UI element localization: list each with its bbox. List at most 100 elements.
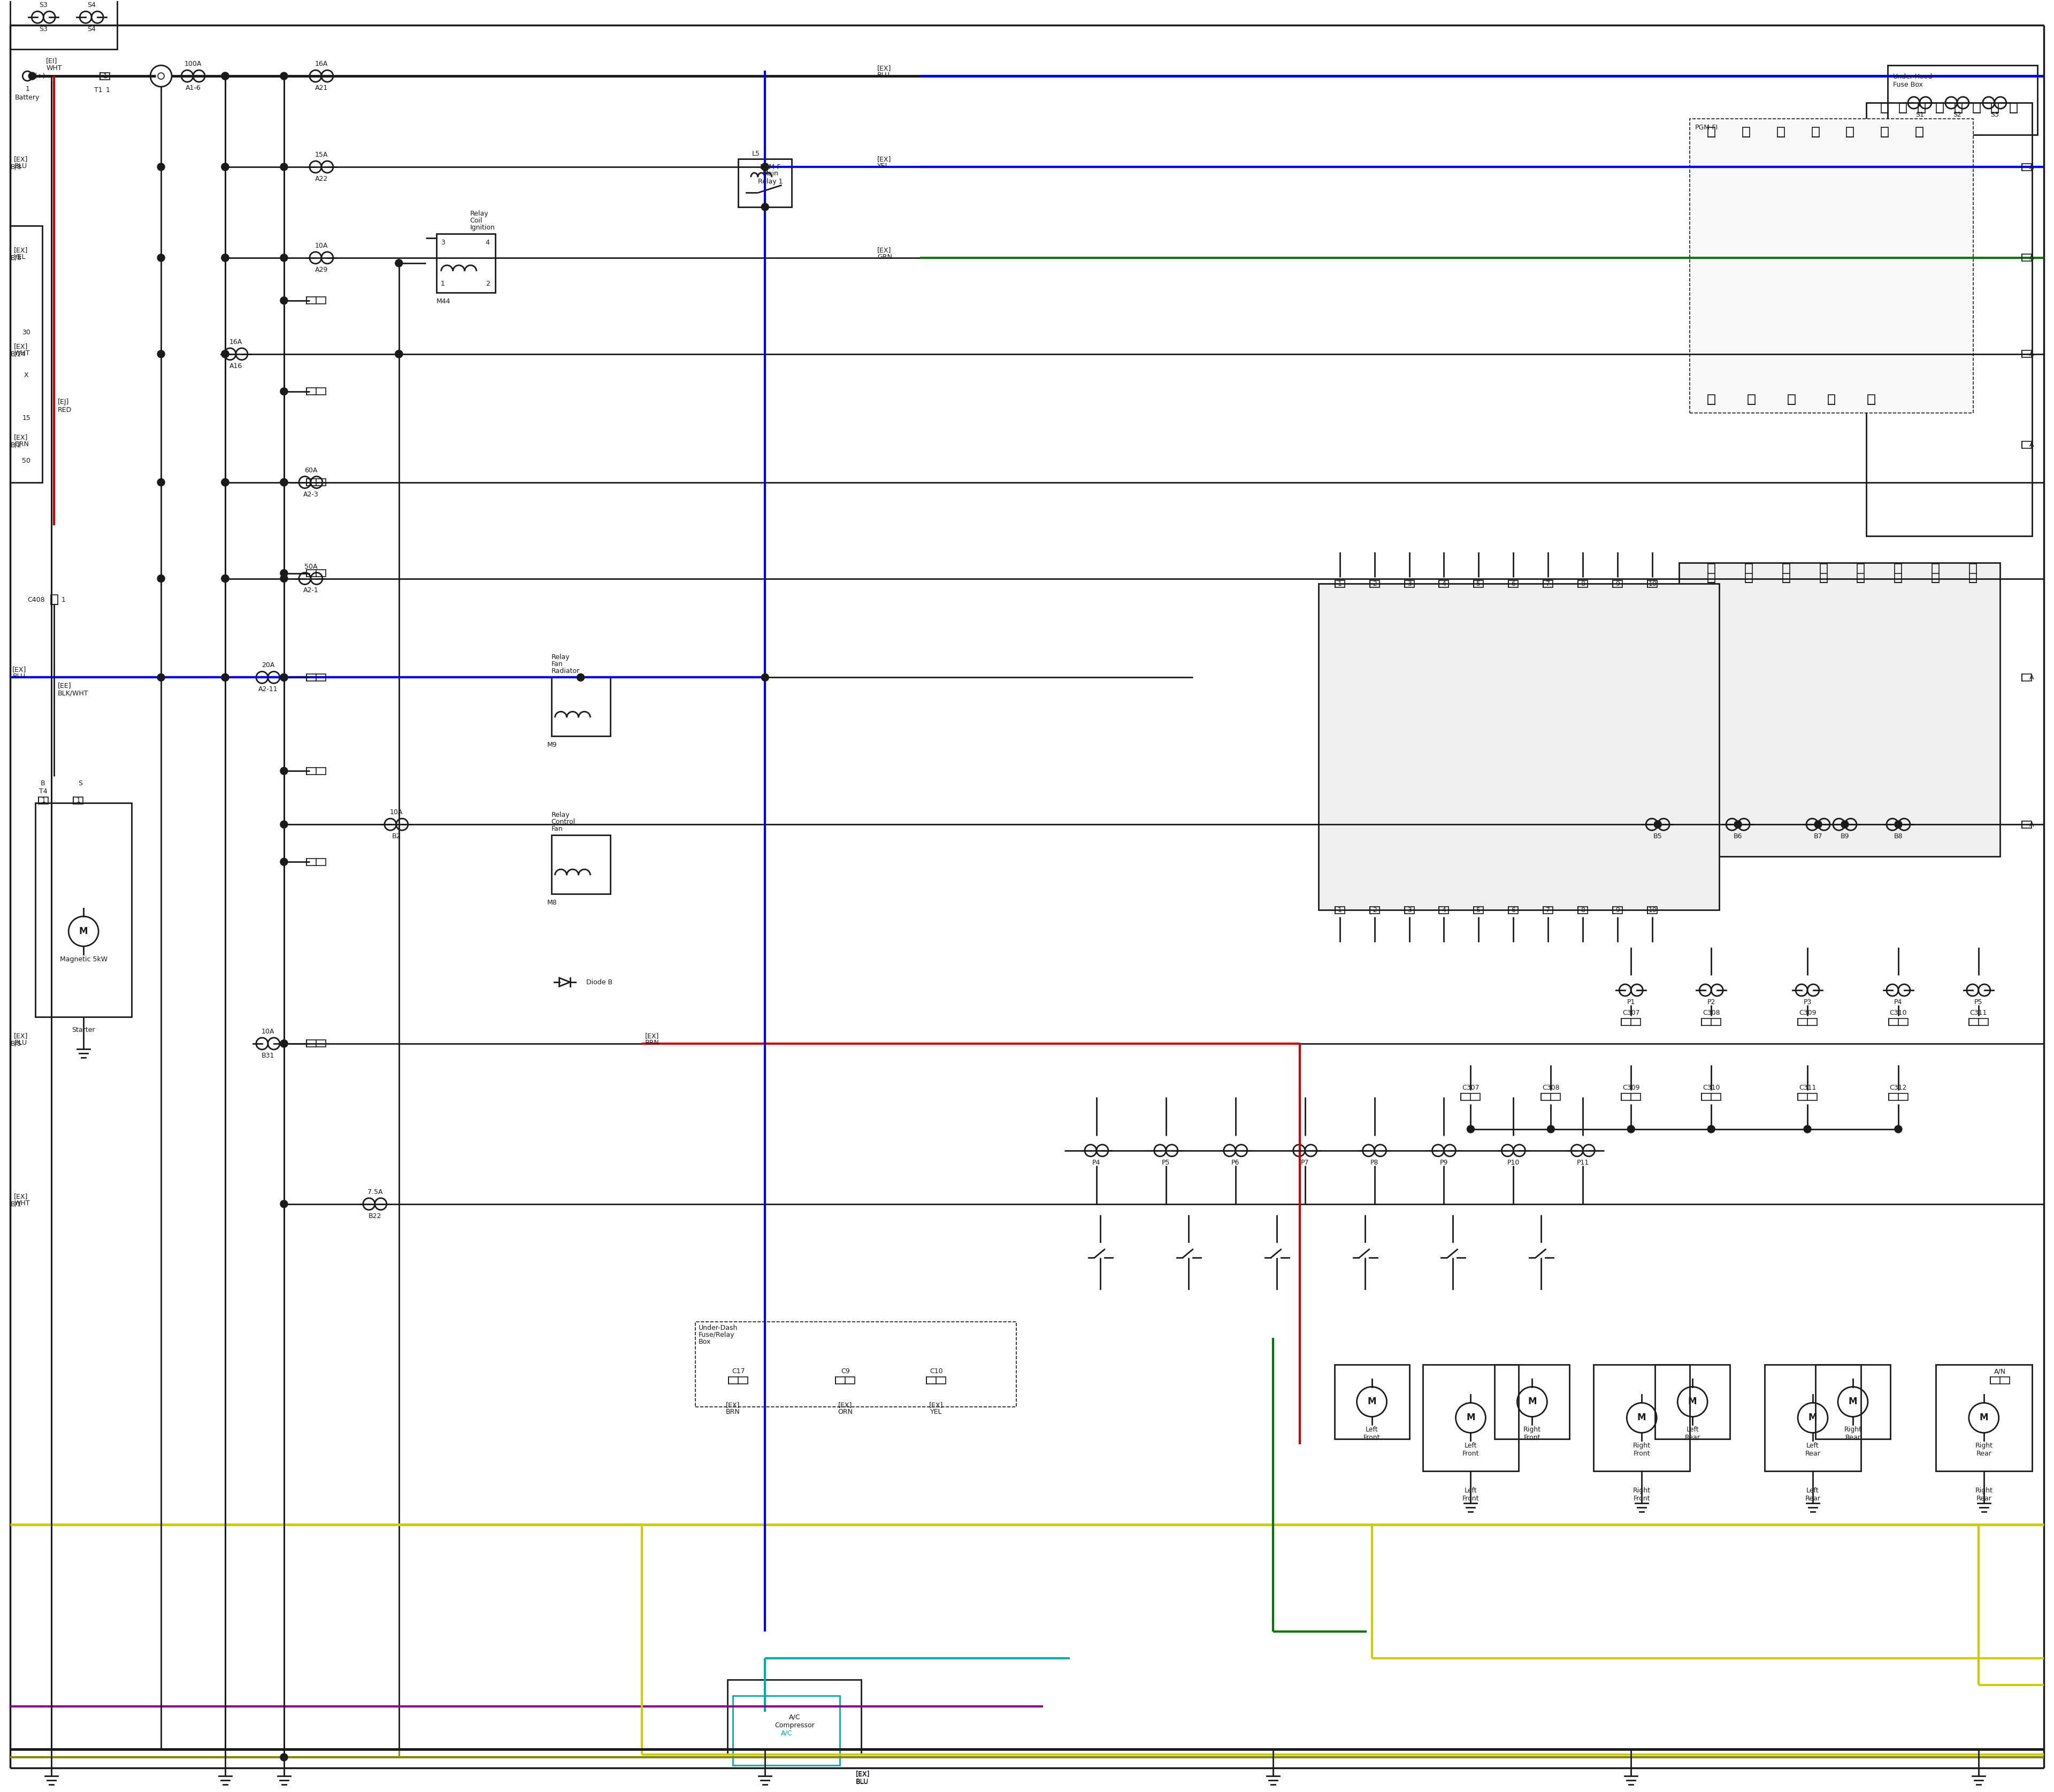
Text: Right
Front: Right Front (1633, 1487, 1651, 1502)
Text: 9: 9 (1616, 581, 1621, 588)
Text: Right
Rear: Right Rear (1844, 1426, 1861, 1441)
Text: 1: 1 (76, 797, 80, 805)
Circle shape (1467, 1125, 1475, 1133)
Text: Fuse/Relay: Fuse/Relay (698, 1331, 735, 1339)
Text: BLU: BLU (14, 1039, 27, 1047)
Text: A/C: A/C (789, 1713, 801, 1720)
Bar (2021, 441, 2031, 448)
Text: C307: C307 (1623, 1009, 1639, 1016)
Bar (1319, 584, 1719, 910)
Text: B/2: B/2 (10, 441, 21, 448)
Text: B/1: B/1 (10, 1201, 21, 1208)
Text: 7.5A: 7.5A (368, 1188, 382, 1195)
Text: M: M (1980, 1412, 1988, 1423)
Text: [EX]: [EX] (14, 342, 29, 349)
Bar (1828, 394, 1834, 405)
Text: [EX]: [EX] (14, 156, 29, 163)
Text: 10A: 10A (390, 808, 403, 815)
Text: A2-3: A2-3 (304, 491, 318, 498)
Bar (1867, 394, 1875, 405)
Text: P8: P8 (1370, 1159, 1378, 1167)
Bar (306, 858, 327, 866)
Circle shape (158, 254, 164, 262)
Circle shape (279, 72, 288, 81)
Text: Left
Rear: Left Rear (1684, 1426, 1701, 1441)
Text: RED: RED (58, 407, 72, 414)
Text: B: B (41, 780, 45, 787)
Circle shape (222, 478, 228, 486)
Text: C9: C9 (840, 1367, 850, 1374)
Bar (39, 797, 47, 805)
Text: Control: Control (550, 819, 575, 826)
Text: Battery: Battery (14, 95, 39, 100)
Text: C309: C309 (1623, 1084, 1639, 1091)
Text: YEL: YEL (877, 163, 889, 170)
Bar (1890, 1018, 1908, 1025)
Bar (550, 677, 610, 737)
Text: 7: 7 (1547, 581, 1551, 588)
Bar (1797, 1093, 1818, 1100)
Text: P10: P10 (1508, 1159, 1520, 1167)
Text: M: M (1637, 1412, 1645, 1423)
Text: A/N: A/N (1994, 1367, 2007, 1374)
Bar (306, 297, 327, 305)
Text: [EX]: [EX] (645, 1032, 659, 1039)
Text: A: A (2029, 441, 2033, 448)
Bar (1335, 1364, 1409, 1439)
Bar (1918, 104, 1925, 113)
Bar (306, 570, 327, 577)
Circle shape (279, 163, 288, 170)
Text: BRN: BRN (725, 1409, 739, 1416)
Bar (1970, 563, 1976, 582)
Bar (1475, 581, 1483, 588)
Bar (1508, 581, 1518, 588)
Bar (1935, 1364, 2031, 1471)
Text: S3: S3 (39, 2, 47, 9)
Bar (1440, 581, 1448, 588)
Text: 1: 1 (62, 597, 66, 604)
Bar (51, 595, 58, 604)
Circle shape (222, 575, 228, 582)
Text: Coil: Coil (470, 217, 483, 224)
Circle shape (279, 674, 288, 681)
Bar (1916, 127, 1923, 136)
Bar (1370, 907, 1380, 914)
Text: 10: 10 (1647, 907, 1658, 914)
Bar (550, 835, 610, 894)
Circle shape (762, 163, 768, 170)
Circle shape (394, 260, 403, 267)
Text: P3: P3 (1803, 998, 1812, 1005)
Text: [EX]: [EX] (877, 247, 891, 253)
Text: 3: 3 (1407, 907, 1411, 914)
Circle shape (279, 858, 288, 866)
Bar (2011, 104, 2017, 113)
Text: C312: C312 (1890, 1084, 1906, 1091)
Text: Left
Front: Left Front (1364, 1426, 1380, 1441)
Text: B/24: B/24 (10, 351, 25, 357)
Circle shape (279, 478, 288, 486)
Text: M: M (1368, 1398, 1376, 1407)
Text: Magnetic 5kW: Magnetic 5kW (60, 955, 107, 962)
Text: 10: 10 (1647, 581, 1658, 588)
Bar (1707, 127, 1715, 136)
Text: Left
Front: Left Front (1462, 1487, 1479, 1502)
Bar (1460, 1093, 1481, 1100)
Text: Fan: Fan (550, 826, 563, 833)
Circle shape (222, 674, 228, 681)
Text: 15: 15 (23, 414, 31, 421)
Text: 60A: 60A (304, 466, 316, 473)
Bar (1783, 563, 1789, 582)
Text: [EX]: [EX] (877, 156, 891, 163)
Text: Main
Relay 1: Main Relay 1 (758, 170, 783, 185)
Bar (1405, 907, 1413, 914)
Text: S1: S1 (1916, 111, 1925, 118)
Circle shape (279, 254, 288, 262)
Bar (1656, 1364, 1729, 1439)
Circle shape (158, 349, 164, 358)
Text: YEL: YEL (14, 253, 27, 260)
Bar (1647, 581, 1658, 588)
Bar (733, 1695, 840, 1765)
Text: 4: 4 (1442, 581, 1446, 588)
Text: [EX]: [EX] (12, 667, 27, 674)
Bar (1701, 1018, 1721, 1025)
